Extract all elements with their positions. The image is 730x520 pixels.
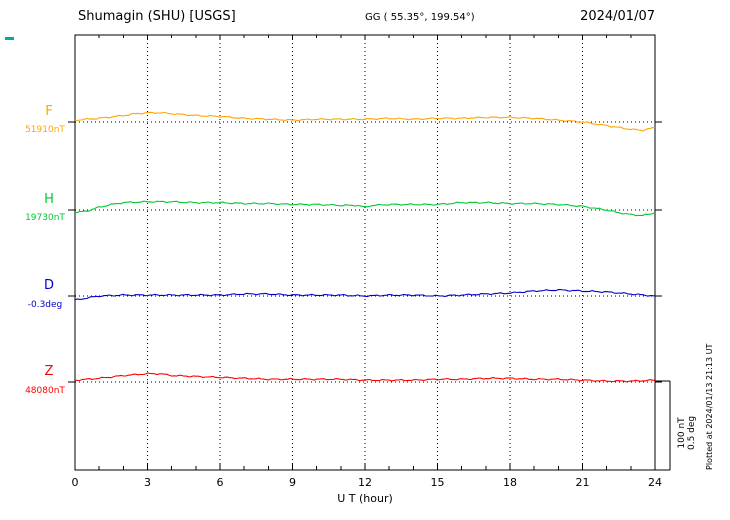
- x-tick-label: 21: [575, 476, 590, 489]
- series-label-D: D: [43, 278, 54, 293]
- series-baseline-H: 19730nT: [25, 213, 65, 223]
- x-tick-label: 18: [503, 476, 517, 489]
- x-tick-label: 15: [430, 476, 445, 489]
- scale-bar-nt: 100 nT: [677, 417, 687, 449]
- station-title: Shumagin (SHU) [USGS]: [78, 9, 236, 24]
- series-label-F: F: [45, 104, 53, 119]
- series-label-H: H: [44, 192, 54, 207]
- series-baseline-Z: 48080nT: [25, 386, 65, 396]
- x-tick-label: 9: [289, 476, 296, 489]
- plotted-at-note: Plotted at 2024/01/13 21:13 UT: [705, 343, 714, 470]
- teal-marker: [5, 37, 14, 40]
- scale-bar-deg: 0.5 deg: [687, 415, 697, 450]
- plot-date: 2024/01/07: [580, 9, 655, 24]
- scale-bar-label: 100 nT 0.5 deg: [677, 416, 697, 450]
- x-tick-label: 24: [648, 476, 662, 489]
- series-baseline-F: 51910nT: [25, 125, 65, 135]
- x-tick-label: 6: [216, 476, 224, 489]
- series-label-Z: Z: [44, 364, 54, 379]
- series-baseline-D: -0.3deg: [27, 300, 63, 310]
- geographic-coordinates: GG ( 55.35°, 199.54°): [365, 12, 475, 23]
- x-axis-title: U T (hour): [337, 492, 393, 505]
- x-tick-label: 12: [358, 476, 372, 489]
- x-tick-label: 0: [71, 476, 79, 489]
- x-tick-label: 3: [144, 476, 151, 489]
